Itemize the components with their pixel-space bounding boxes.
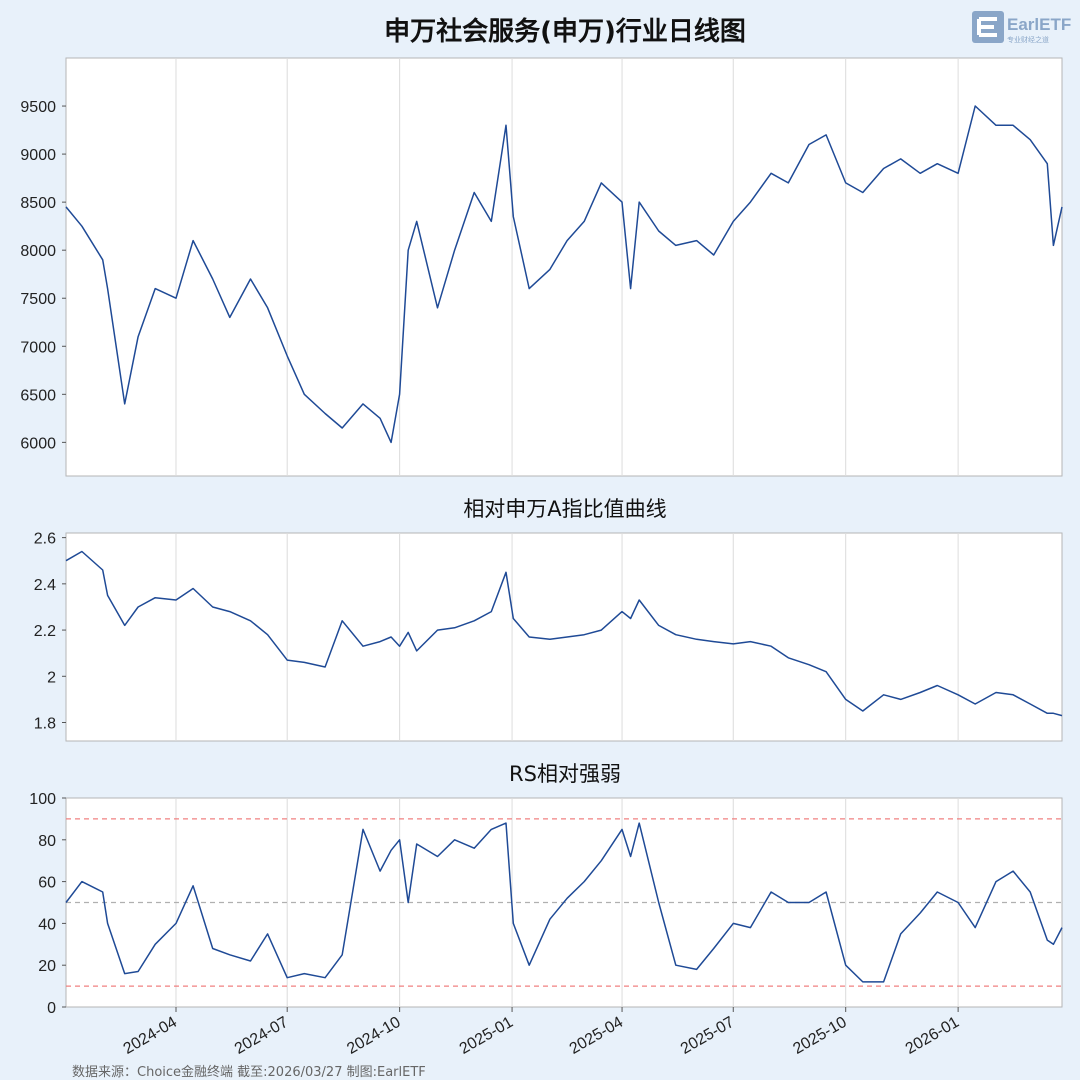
logo-text: EarlETF [1007,15,1071,34]
y-tick-label: 6000 [20,435,56,452]
y-tick-label: 9000 [20,147,56,164]
chart-title-1: 申万社会服务(申万)行业日线图 [384,16,746,47]
y-tick-label: 0 [47,1000,56,1017]
y-tick-label: 9500 [20,99,56,116]
series-line-2 [65,550,1063,717]
chart-title-2: 相对申万A指比值曲线 [463,497,666,521]
x-tick-label: 2025-10 [790,1014,849,1058]
series-line-3 [65,822,1063,983]
x-tick-label: 2025-07 [678,1014,737,1058]
y-tick-label: 2.2 [34,623,56,640]
y-tick-label: 40 [38,916,56,933]
source-note: 数据来源：Choice金融终端 截至:2026/03/27 制图:EarlETF [72,1064,426,1080]
earletf-logo: EarlETF 专业财经之道 [972,11,1071,44]
y-tick-label: 1.8 [34,716,56,733]
x-tick-label: 2025-04 [567,1014,626,1058]
x-tick-label: 2026-01 [903,1014,962,1058]
y-tick-label: 2.4 [34,577,56,594]
y-tick-label: 60 [38,875,56,892]
y-tick-label: 20 [38,958,56,975]
series-line-1 [65,105,1063,444]
x-tick-label: 2024-10 [344,1014,403,1058]
y-tick-label: 8000 [20,243,56,260]
logo-e-icon [977,17,997,37]
x-tick-label: 2025-01 [457,1014,516,1058]
y-tick-label: 8500 [20,195,56,212]
y-tick-label: 100 [29,791,56,808]
y-tick-label: 2.6 [34,531,56,548]
y-tick-label: 2 [47,669,56,686]
x-tick-label: 2024-07 [232,1014,291,1058]
y-tick-label: 7000 [20,339,56,356]
plot-area-1 [65,57,1063,477]
y-tick-label: 7500 [20,291,56,308]
y-tick-label: 6500 [20,387,56,404]
chart-title-3: RS相对强弱 [509,762,621,786]
y-tick-label: 80 [38,833,56,850]
logo-subtext: 专业财经之道 [1007,35,1049,44]
x-tick-label: 2024-04 [121,1014,180,1058]
